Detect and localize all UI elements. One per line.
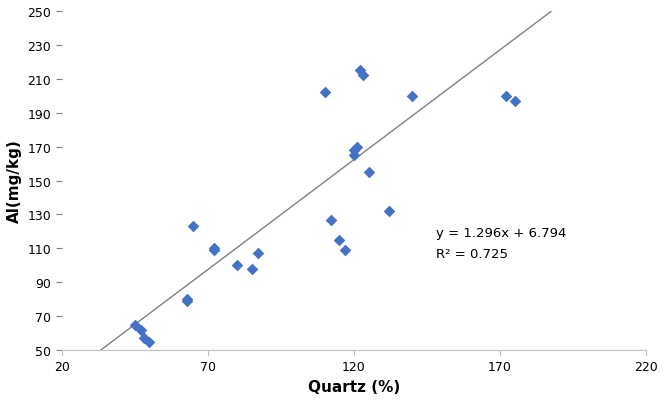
Point: [354, 68, 365, 74]
Point: [182, 296, 193, 303]
X-axis label: Quartz (%): Quartz (%): [308, 379, 400, 394]
Point: [501, 93, 511, 100]
Point: [384, 208, 394, 215]
Text: y = 1.296x + 6.794
R² = 0.725: y = 1.296x + 6.794 R² = 0.725: [436, 227, 566, 261]
Point: [247, 266, 257, 272]
Point: [232, 262, 243, 269]
Point: [208, 247, 219, 253]
Point: [136, 327, 146, 333]
Point: [319, 90, 330, 96]
Point: [182, 298, 193, 304]
Point: [363, 169, 374, 176]
Point: [334, 237, 344, 243]
Point: [407, 93, 418, 100]
Point: [348, 148, 359, 154]
Point: [348, 152, 359, 159]
Y-axis label: Al(mg/kg): Al(mg/kg): [7, 139, 22, 223]
Point: [357, 73, 368, 79]
Point: [252, 251, 263, 257]
Point: [208, 245, 219, 252]
Point: [138, 335, 149, 342]
Point: [325, 217, 336, 223]
Point: [509, 98, 520, 105]
Point: [188, 223, 199, 230]
Point: [352, 144, 362, 150]
Point: [340, 247, 350, 253]
Point: [130, 322, 140, 328]
Point: [144, 338, 155, 345]
